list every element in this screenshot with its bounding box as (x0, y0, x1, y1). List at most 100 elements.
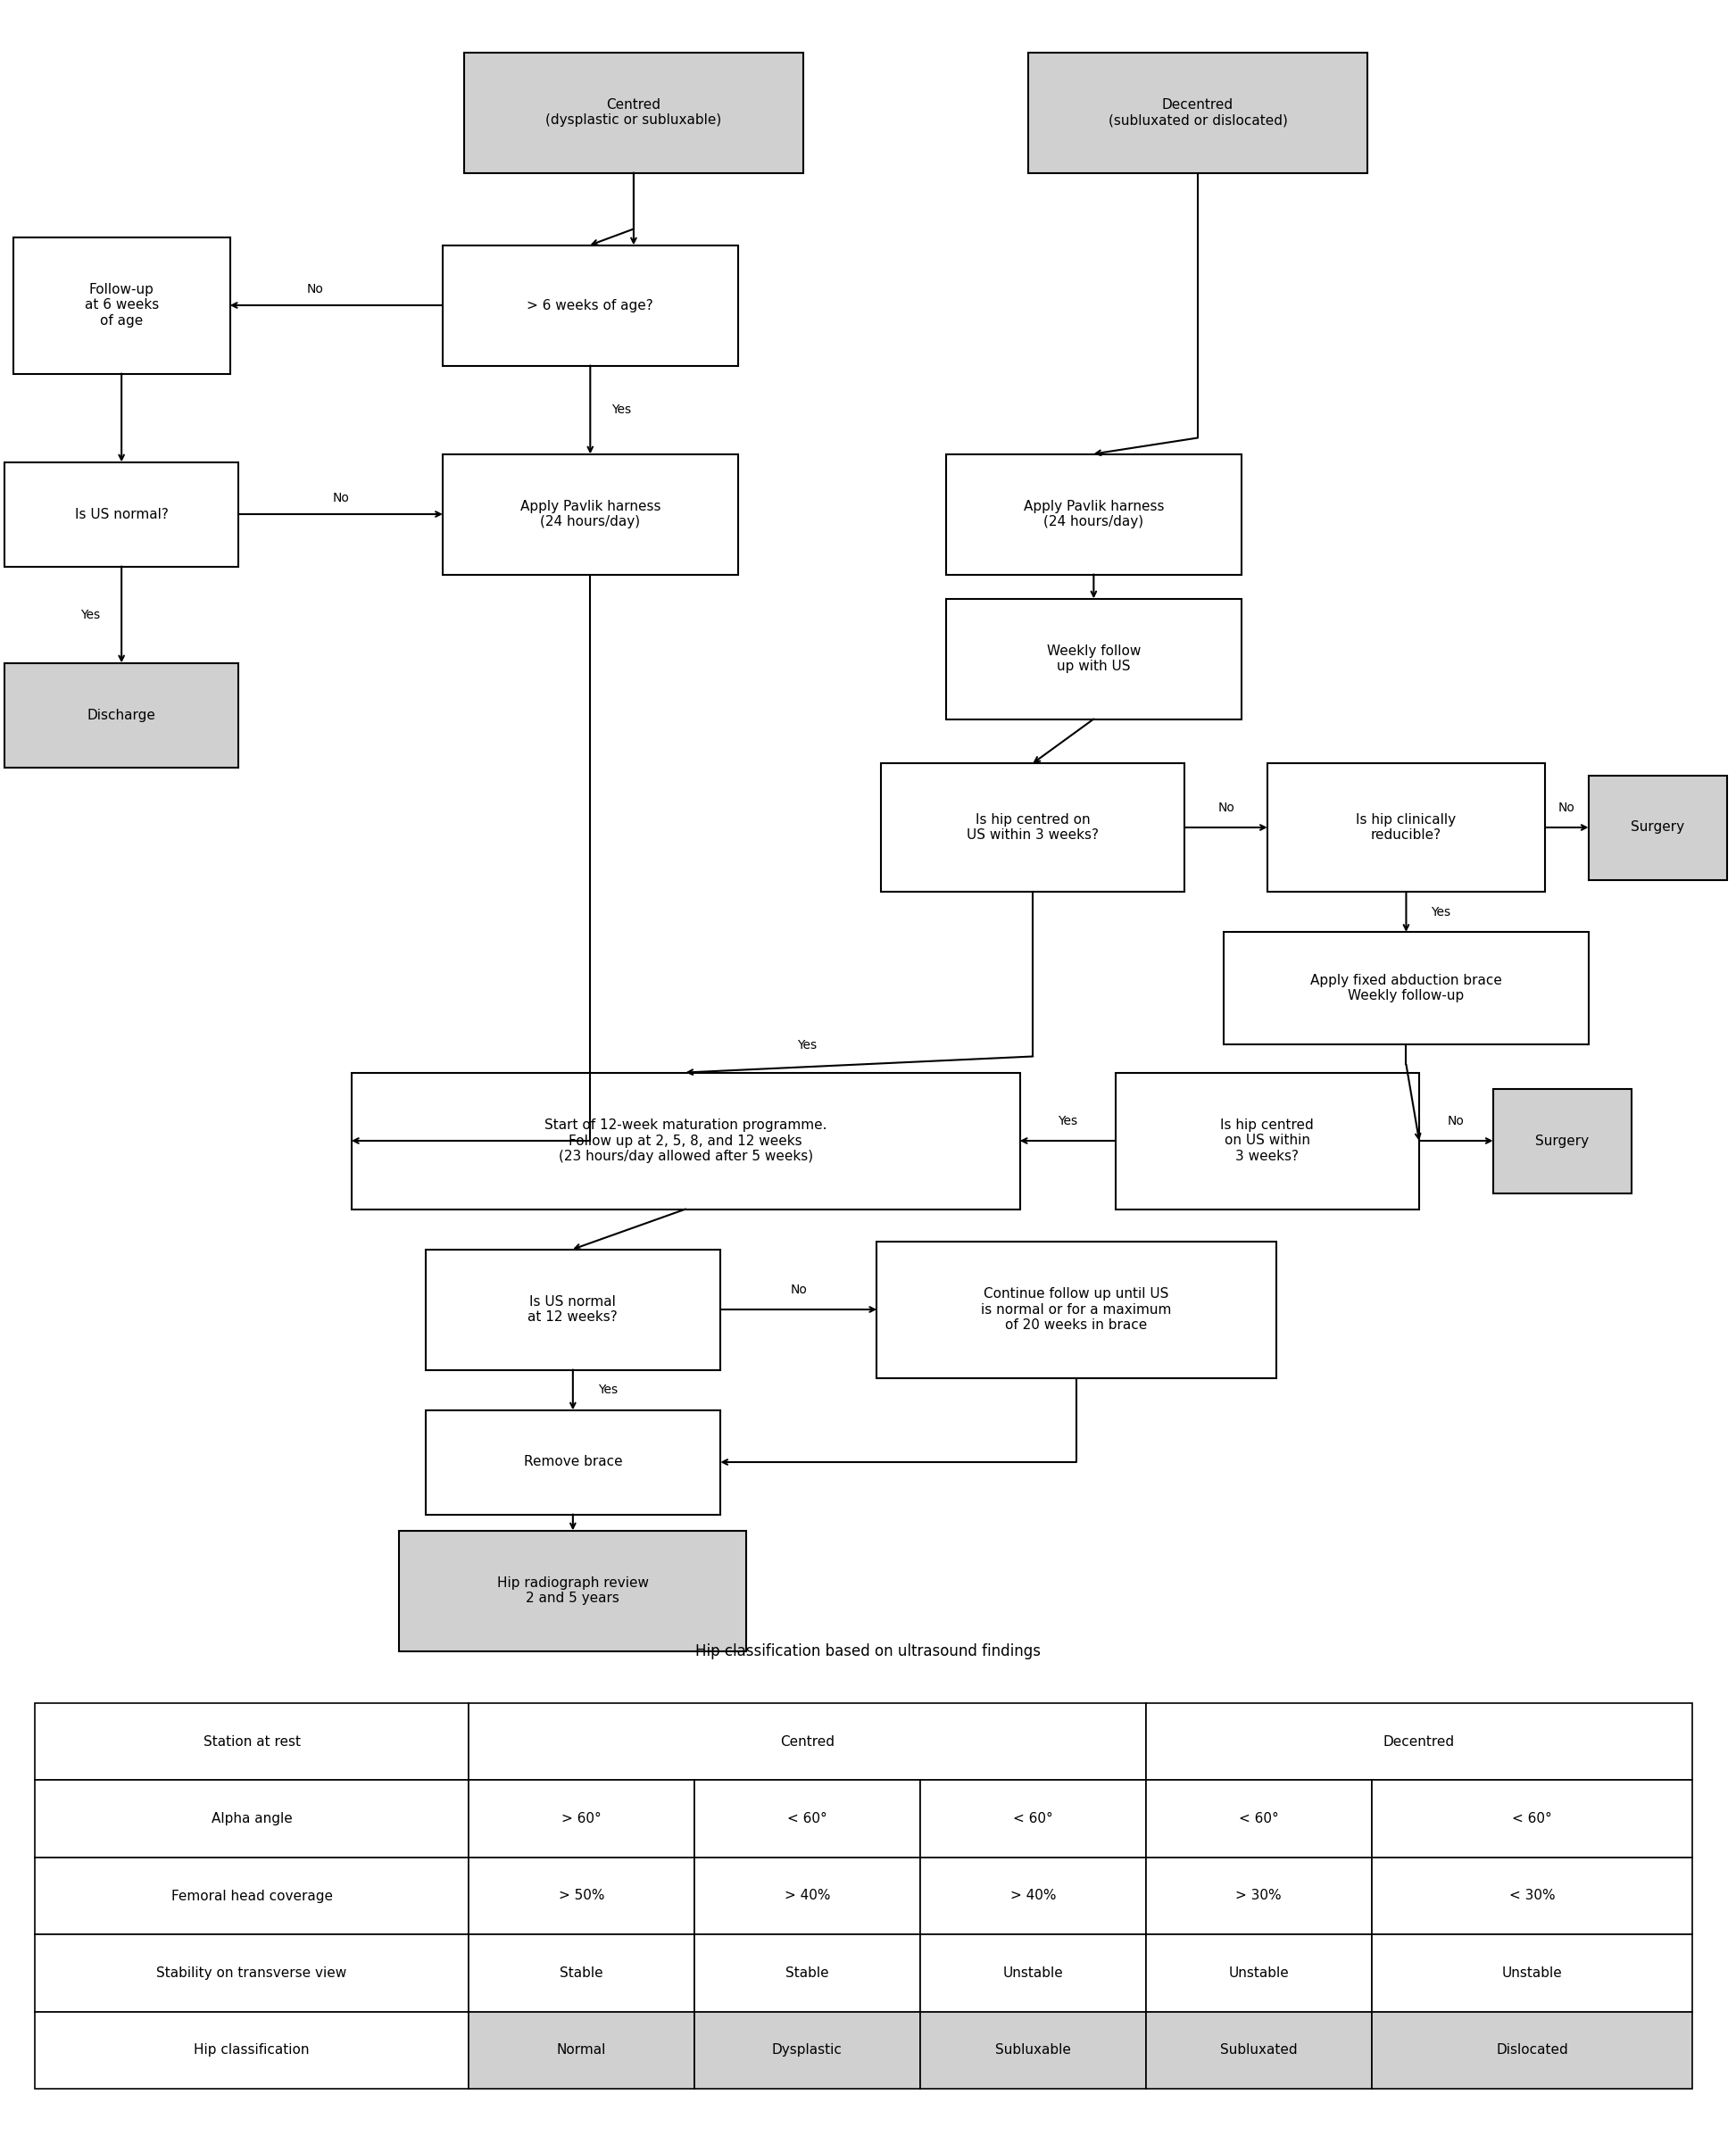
Text: Is hip clinically
reducible?: Is hip clinically reducible? (1356, 814, 1457, 842)
Text: Remove brace: Remove brace (524, 1455, 621, 1468)
FancyBboxPatch shape (946, 454, 1241, 575)
Text: Surgery: Surgery (1632, 820, 1684, 833)
Text: Surgery: Surgery (1536, 1135, 1588, 1148)
Text: < 30%: < 30% (1509, 1888, 1555, 1903)
FancyBboxPatch shape (443, 245, 738, 366)
Text: No: No (307, 282, 325, 295)
FancyBboxPatch shape (5, 463, 238, 566)
Text: Is hip centred on
US within 3 weeks?: Is hip centred on US within 3 weeks? (967, 814, 1099, 842)
FancyBboxPatch shape (351, 1072, 1019, 1210)
FancyBboxPatch shape (946, 599, 1241, 719)
Text: Apply fixed abduction brace
Weekly follow-up: Apply fixed abduction brace Weekly follo… (1311, 973, 1502, 1003)
Text: Decentred: Decentred (1384, 1735, 1455, 1748)
FancyBboxPatch shape (877, 1240, 1276, 1378)
FancyBboxPatch shape (1371, 1936, 1693, 2011)
Text: Stable: Stable (559, 1966, 604, 1981)
FancyBboxPatch shape (425, 1410, 720, 1514)
Text: Apply Pavlik harness
(24 hours/day): Apply Pavlik harness (24 hours/day) (1024, 499, 1163, 530)
FancyBboxPatch shape (1028, 52, 1366, 172)
Text: Follow-up
at 6 weeks
of age: Follow-up at 6 weeks of age (85, 282, 158, 327)
Text: Yes: Yes (80, 609, 101, 620)
Text: Dislocated: Dislocated (1496, 2043, 1568, 2056)
FancyBboxPatch shape (425, 1249, 720, 1369)
FancyBboxPatch shape (14, 237, 229, 375)
Text: Decentred
(subluxated or dislocated): Decentred (subluxated or dislocated) (1108, 99, 1288, 127)
FancyBboxPatch shape (920, 2011, 1146, 2088)
FancyBboxPatch shape (1588, 775, 1727, 881)
FancyBboxPatch shape (1267, 762, 1545, 891)
FancyBboxPatch shape (1146, 1858, 1371, 1936)
FancyBboxPatch shape (1146, 1781, 1371, 1858)
Text: Is hip centred
on US within
3 weeks?: Is hip centred on US within 3 weeks? (1220, 1120, 1314, 1163)
Text: Centred
(dysplastic or subluxable): Centred (dysplastic or subluxable) (545, 99, 722, 127)
Text: Hip classification based on ultrasound findings: Hip classification based on ultrasound f… (696, 1643, 1040, 1660)
FancyBboxPatch shape (399, 1531, 746, 1651)
FancyBboxPatch shape (35, 1858, 469, 1936)
FancyBboxPatch shape (920, 1936, 1146, 2011)
Text: Yes: Yes (1430, 906, 1451, 917)
FancyBboxPatch shape (920, 1858, 1146, 1936)
Text: Yes: Yes (611, 403, 632, 416)
Text: Station at rest: Station at rest (203, 1735, 300, 1748)
FancyBboxPatch shape (35, 1781, 469, 1858)
Text: Yes: Yes (597, 1384, 618, 1395)
FancyBboxPatch shape (35, 1936, 469, 2011)
Text: > 40%: > 40% (785, 1888, 830, 1903)
Text: No: No (1217, 801, 1234, 814)
Text: Unstable: Unstable (1502, 1966, 1562, 1981)
Text: Yes: Yes (797, 1040, 818, 1051)
FancyBboxPatch shape (694, 2011, 920, 2088)
FancyBboxPatch shape (1146, 1703, 1693, 1781)
FancyBboxPatch shape (469, 1703, 1146, 1781)
Text: Alpha angle: Alpha angle (212, 1813, 292, 1826)
Text: No: No (790, 1283, 807, 1296)
Text: > 50%: > 50% (559, 1888, 604, 1903)
FancyBboxPatch shape (469, 1858, 694, 1936)
FancyBboxPatch shape (694, 1781, 920, 1858)
Text: Hip radiograph review
2 and 5 years: Hip radiograph review 2 and 5 years (496, 1576, 649, 1606)
Text: Femoral head coverage: Femoral head coverage (170, 1888, 333, 1903)
Text: < 60°: < 60° (1512, 1813, 1552, 1826)
FancyBboxPatch shape (1371, 1858, 1693, 1936)
Text: Weekly follow
up with US: Weekly follow up with US (1047, 644, 1141, 674)
FancyBboxPatch shape (35, 2011, 469, 2088)
Text: Apply Pavlik harness
(24 hours/day): Apply Pavlik harness (24 hours/day) (521, 499, 660, 530)
Text: No: No (1559, 801, 1575, 814)
FancyBboxPatch shape (694, 1858, 920, 1936)
Text: No: No (332, 491, 349, 504)
Text: No: No (1448, 1115, 1465, 1128)
Text: Subluxable: Subluxable (995, 2043, 1071, 2056)
FancyBboxPatch shape (1493, 1089, 1632, 1193)
FancyBboxPatch shape (469, 2011, 694, 2088)
Text: Continue follow up until US
is normal or for a maximum
of 20 weeks in brace: Continue follow up until US is normal or… (981, 1287, 1172, 1333)
Text: > 60°: > 60° (561, 1813, 602, 1826)
FancyBboxPatch shape (35, 1703, 469, 1781)
Text: > 40%: > 40% (1010, 1888, 1055, 1903)
Text: Stable: Stable (785, 1966, 830, 1981)
FancyBboxPatch shape (1115, 1072, 1418, 1210)
Text: Yes: Yes (1057, 1115, 1078, 1128)
Text: Stability on transverse view: Stability on transverse view (156, 1966, 347, 1981)
Text: Hip classification: Hip classification (194, 2043, 309, 2056)
FancyBboxPatch shape (1146, 1936, 1371, 2011)
Text: Centred: Centred (779, 1735, 835, 1748)
FancyBboxPatch shape (920, 1781, 1146, 1858)
Text: Subluxated: Subluxated (1220, 2043, 1297, 2056)
FancyBboxPatch shape (880, 762, 1184, 891)
Text: Is US normal
at 12 weeks?: Is US normal at 12 weeks? (528, 1294, 618, 1324)
FancyBboxPatch shape (5, 663, 238, 766)
FancyBboxPatch shape (694, 1936, 920, 2011)
Text: Unstable: Unstable (1003, 1966, 1062, 1981)
FancyBboxPatch shape (443, 454, 738, 575)
Text: < 60°: < 60° (1238, 1813, 1279, 1826)
Text: Start of 12-week maturation programme.
Follow up at 2, 5, 8, and 12 weeks
(23 ho: Start of 12-week maturation programme. F… (545, 1120, 826, 1163)
FancyBboxPatch shape (1146, 2011, 1371, 2088)
Text: Discharge: Discharge (87, 708, 156, 721)
Text: < 60°: < 60° (1012, 1813, 1054, 1826)
FancyBboxPatch shape (469, 1936, 694, 2011)
FancyBboxPatch shape (469, 1781, 694, 1858)
Text: > 30%: > 30% (1236, 1888, 1281, 1903)
FancyBboxPatch shape (464, 52, 802, 172)
FancyBboxPatch shape (1224, 932, 1588, 1044)
Text: > 6 weeks of age?: > 6 weeks of age? (528, 299, 653, 312)
